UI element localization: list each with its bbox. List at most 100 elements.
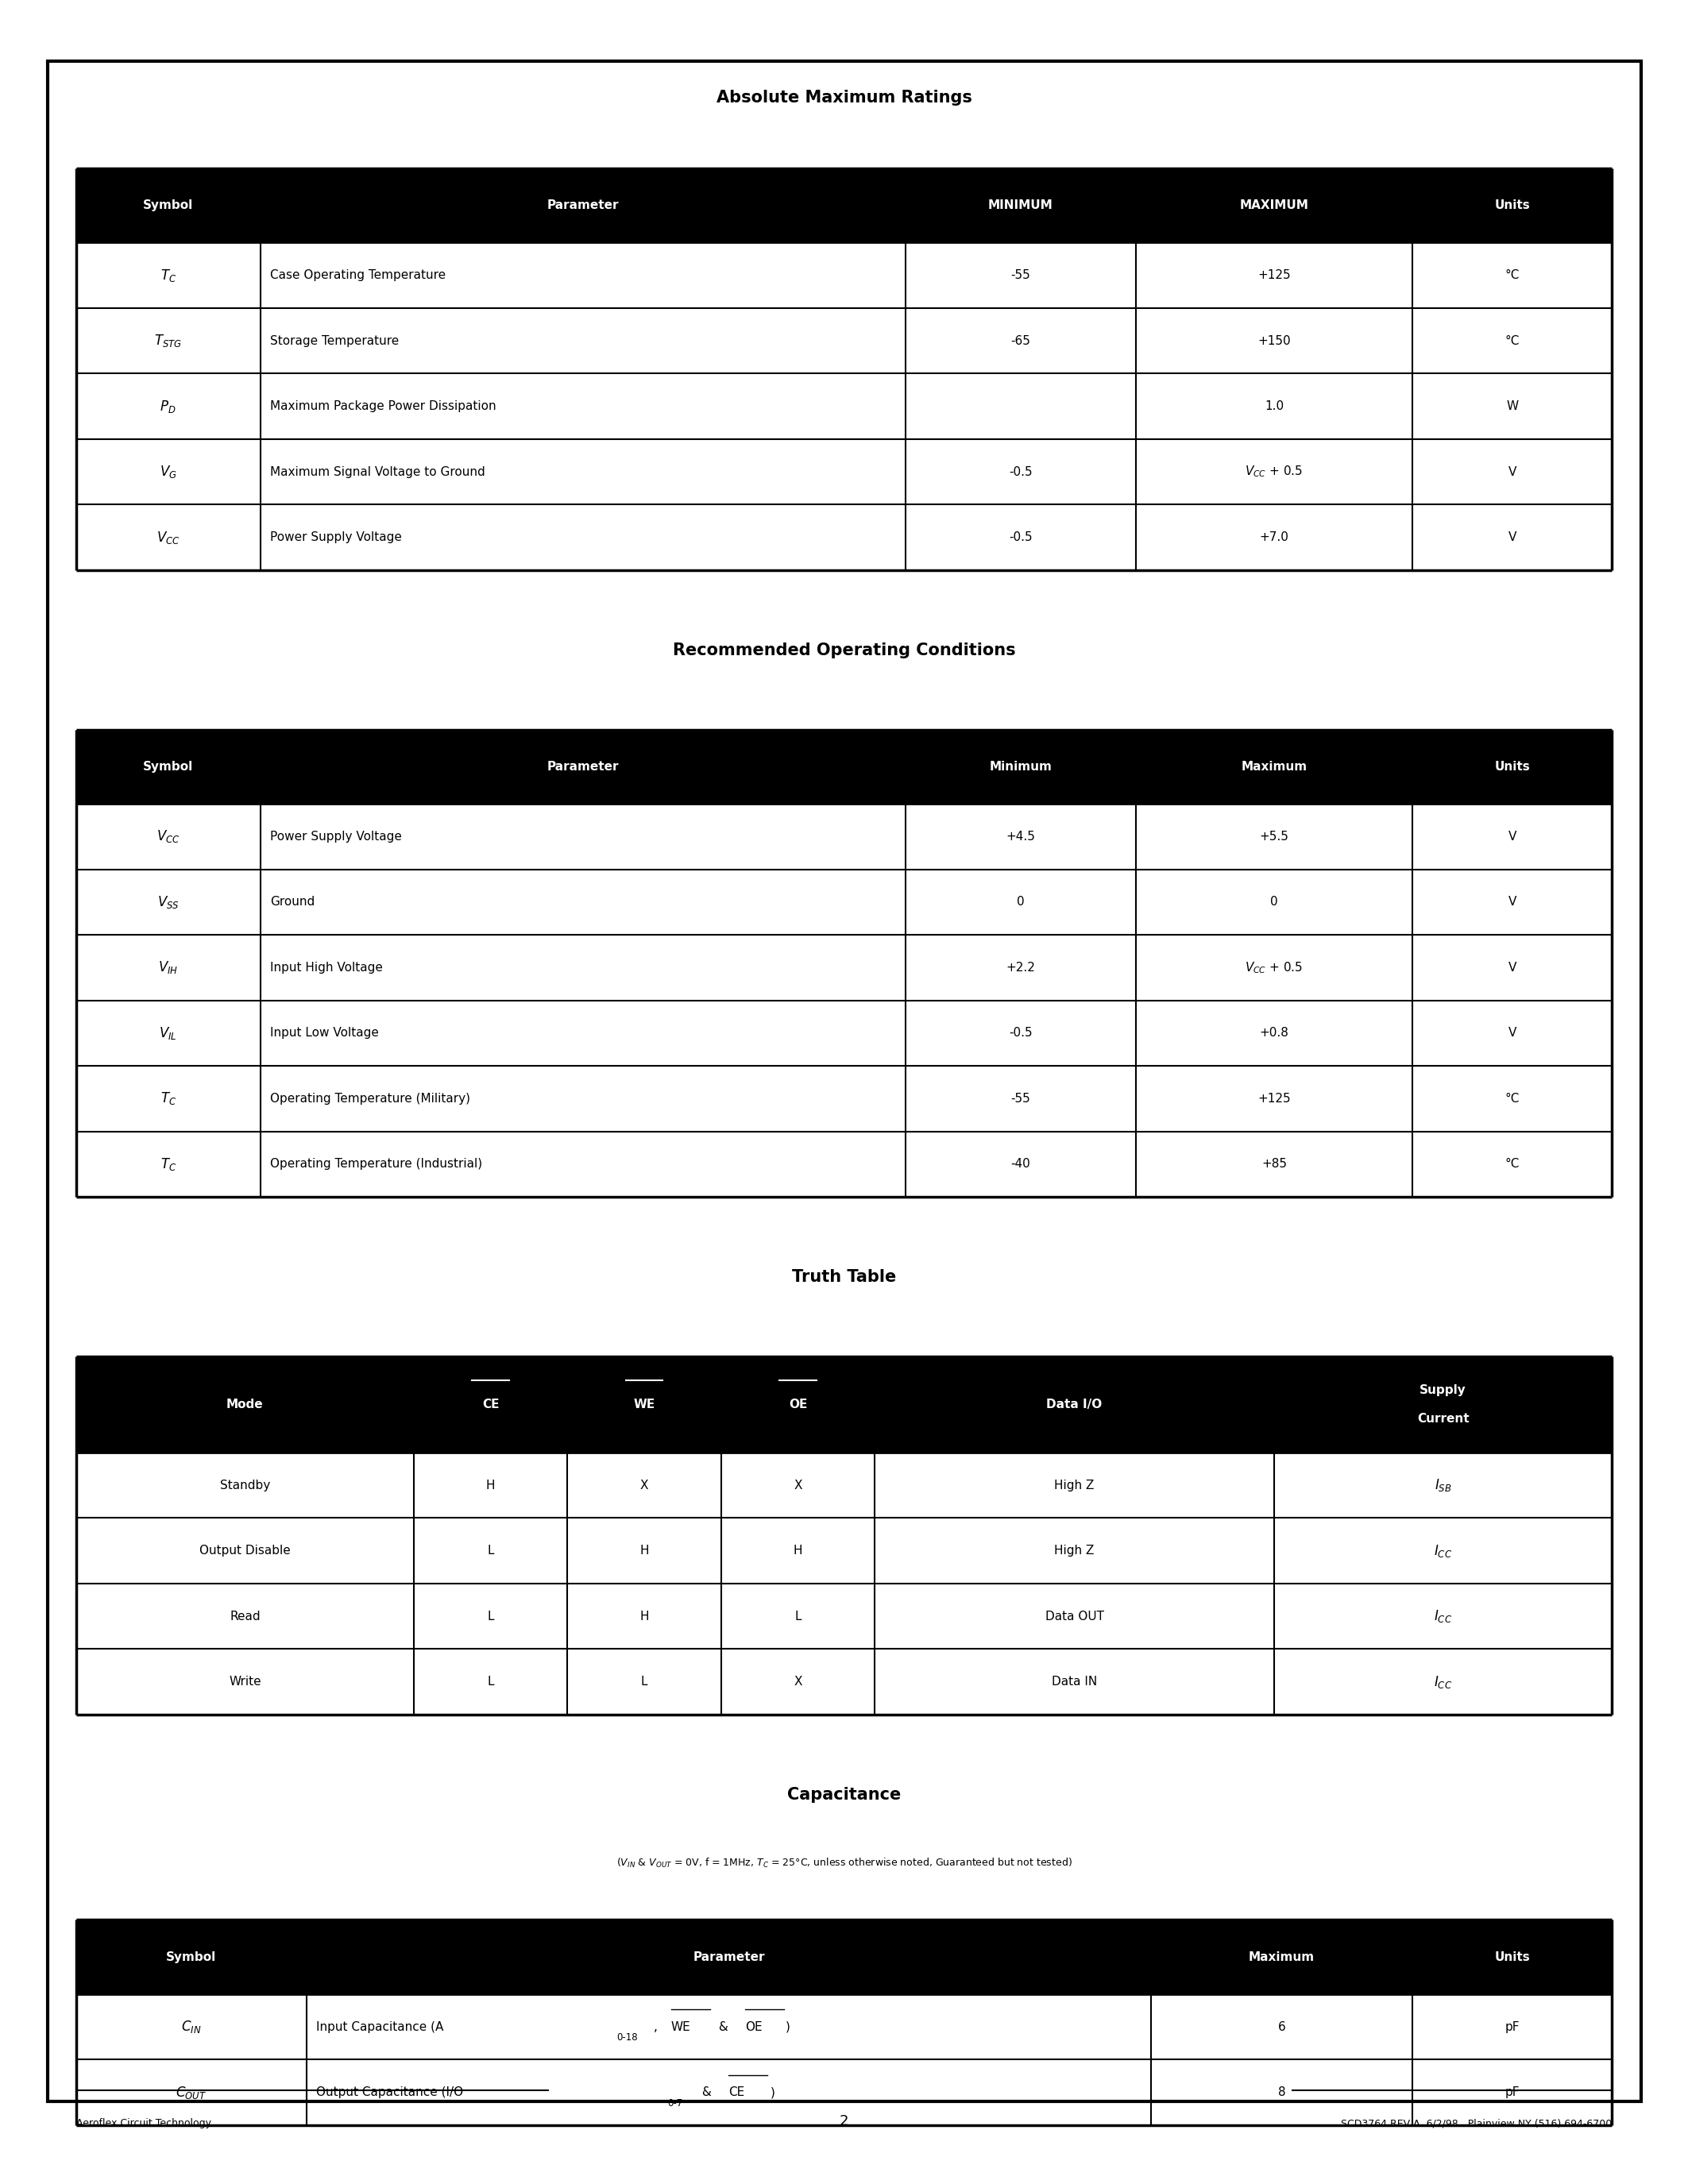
Text: Units: Units xyxy=(1494,1950,1529,1963)
Text: Symbol: Symbol xyxy=(165,1950,216,1963)
Text: WE: WE xyxy=(633,1398,655,1411)
Text: ): ) xyxy=(787,2020,790,2033)
Text: Maximum: Maximum xyxy=(1241,760,1307,773)
Text: +150: +150 xyxy=(1258,334,1291,347)
Text: MAXIMUM: MAXIMUM xyxy=(1239,199,1308,212)
Text: +2.2: +2.2 xyxy=(1006,961,1035,974)
Text: Operating Temperature (Industrial): Operating Temperature (Industrial) xyxy=(270,1158,483,1171)
Text: V: V xyxy=(1507,830,1516,843)
Text: ($V_{IN}$ & $V_{OUT}$ = 0V, f = 1MHz, $T_C$ = 25°C, unless otherwise noted, Guar: ($V_{IN}$ & $V_{OUT}$ = 0V, f = 1MHz, $T… xyxy=(616,1856,1072,1870)
Text: OE: OE xyxy=(788,1398,807,1411)
Text: L: L xyxy=(488,1610,495,1623)
Text: CE: CE xyxy=(483,1398,500,1411)
Bar xyxy=(76,1920,1612,1994)
Text: MINIMUM: MINIMUM xyxy=(987,199,1053,212)
Text: pF: pF xyxy=(1504,2086,1519,2099)
Text: Parameter: Parameter xyxy=(547,199,619,212)
Text: -0.5: -0.5 xyxy=(1009,1026,1033,1040)
Text: $I_{SB}$: $I_{SB}$ xyxy=(1435,1476,1452,1494)
Bar xyxy=(76,168,1612,242)
Text: L: L xyxy=(795,1610,802,1623)
Text: +4.5: +4.5 xyxy=(1006,830,1035,843)
Text: &: & xyxy=(716,2020,733,2033)
Text: 0: 0 xyxy=(1271,895,1278,909)
Text: Supply: Supply xyxy=(1420,1385,1467,1396)
Text: $T_{STG}$: $T_{STG}$ xyxy=(154,332,182,349)
Text: Parameter: Parameter xyxy=(692,1950,765,1963)
Text: Case Operating Temperature: Case Operating Temperature xyxy=(270,269,446,282)
Text: pF: pF xyxy=(1504,2020,1519,2033)
Text: $V_{IH}$: $V_{IH}$ xyxy=(159,959,179,976)
Text: Data OUT: Data OUT xyxy=(1045,1610,1104,1623)
Text: +125: +125 xyxy=(1258,269,1291,282)
Text: Maximum Signal Voltage to Ground: Maximum Signal Voltage to Ground xyxy=(270,465,486,478)
Text: $I_{CC}$: $I_{CC}$ xyxy=(1433,1673,1452,1690)
Text: CE: CE xyxy=(729,2086,744,2099)
Text: Output Disable: Output Disable xyxy=(199,1544,290,1557)
Bar xyxy=(76,729,1612,804)
Text: +0.8: +0.8 xyxy=(1259,1026,1288,1040)
Text: °C: °C xyxy=(1506,1092,1519,1105)
Text: ): ) xyxy=(770,2086,775,2099)
Text: +5.5: +5.5 xyxy=(1259,830,1288,843)
Text: °C: °C xyxy=(1506,1158,1519,1171)
Text: ,: , xyxy=(655,2020,662,2033)
Text: Units: Units xyxy=(1494,199,1529,212)
Text: °C: °C xyxy=(1506,334,1519,347)
Text: $V_{CC}$ + 0.5: $V_{CC}$ + 0.5 xyxy=(1246,961,1303,974)
Text: Current: Current xyxy=(1416,1413,1469,1424)
Text: H: H xyxy=(640,1544,648,1557)
Text: Storage Temperature: Storage Temperature xyxy=(270,334,400,347)
Text: Power Supply Voltage: Power Supply Voltage xyxy=(270,830,402,843)
Text: 8: 8 xyxy=(1278,2086,1286,2099)
Text: V: V xyxy=(1507,1026,1516,1040)
Text: SCD3764 REV A  6/2/98   Plainview NY (516) 694-6700: SCD3764 REV A 6/2/98 Plainview NY (516) … xyxy=(1340,2118,1612,2129)
Text: $T_C$: $T_C$ xyxy=(160,1090,176,1107)
Text: Input High Voltage: Input High Voltage xyxy=(270,961,383,974)
Text: $I_{CC}$: $I_{CC}$ xyxy=(1433,1542,1452,1559)
Text: Recommended Operating Conditions: Recommended Operating Conditions xyxy=(672,642,1016,657)
Text: 0-7: 0-7 xyxy=(667,2099,684,2108)
Text: +125: +125 xyxy=(1258,1092,1291,1105)
Text: OE: OE xyxy=(746,2020,763,2033)
Text: Data I/O: Data I/O xyxy=(1047,1398,1102,1411)
Text: Mode: Mode xyxy=(226,1398,263,1411)
Text: X: X xyxy=(640,1479,648,1492)
Text: Units: Units xyxy=(1494,760,1529,773)
Text: +85: +85 xyxy=(1261,1158,1286,1171)
Text: L: L xyxy=(488,1544,495,1557)
Text: -55: -55 xyxy=(1011,1092,1030,1105)
Text: Symbol: Symbol xyxy=(143,760,192,773)
Text: H: H xyxy=(793,1544,802,1557)
Text: L: L xyxy=(488,1675,495,1688)
Text: Symbol: Symbol xyxy=(143,199,192,212)
Text: V: V xyxy=(1507,465,1516,478)
Text: $C_{OUT}$: $C_{OUT}$ xyxy=(176,2084,206,2101)
Text: H: H xyxy=(640,1610,648,1623)
Text: W: W xyxy=(1506,400,1518,413)
Text: $I_{CC}$: $I_{CC}$ xyxy=(1433,1607,1452,1625)
Text: Input Low Voltage: Input Low Voltage xyxy=(270,1026,380,1040)
Text: 1.0: 1.0 xyxy=(1264,400,1283,413)
Text: V: V xyxy=(1507,961,1516,974)
Text: High Z: High Z xyxy=(1055,1479,1094,1492)
Text: Parameter: Parameter xyxy=(547,760,619,773)
Text: Power Supply Voltage: Power Supply Voltage xyxy=(270,531,402,544)
Text: Absolute Maximum Ratings: Absolute Maximum Ratings xyxy=(716,90,972,105)
Text: 6: 6 xyxy=(1278,2020,1286,2033)
Text: $C_{IN}$: $C_{IN}$ xyxy=(181,2018,201,2035)
Bar xyxy=(76,1356,1612,1452)
Text: $T_C$: $T_C$ xyxy=(160,266,176,284)
Text: -0.5: -0.5 xyxy=(1009,465,1033,478)
Text: -65: -65 xyxy=(1011,334,1031,347)
Text: Input Capacitance (A: Input Capacitance (A xyxy=(317,2020,444,2033)
Text: High Z: High Z xyxy=(1055,1544,1094,1557)
Text: V: V xyxy=(1507,531,1516,544)
Text: °C: °C xyxy=(1506,269,1519,282)
Text: Truth Table: Truth Table xyxy=(792,1269,896,1284)
Text: -40: -40 xyxy=(1011,1158,1030,1171)
Text: $V_{CC}$: $V_{CC}$ xyxy=(157,828,181,845)
Text: $V_{SS}$: $V_{SS}$ xyxy=(157,893,179,911)
Text: X: X xyxy=(793,1675,802,1688)
Text: Data IN: Data IN xyxy=(1052,1675,1097,1688)
